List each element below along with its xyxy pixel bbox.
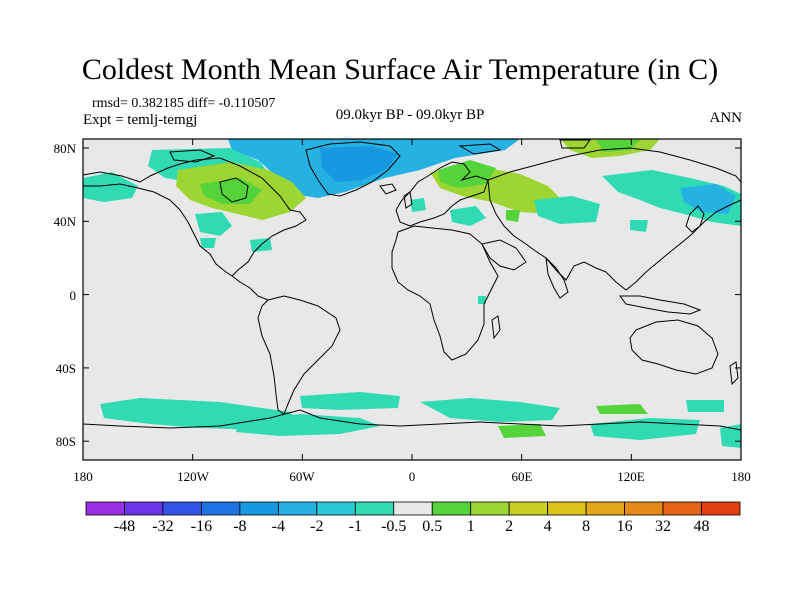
anomaly-region-scatter-5 — [506, 210, 520, 222]
anomaly-region-siberia-green-2 — [596, 140, 640, 152]
lat-label-0: 0 — [69, 288, 77, 303]
anomaly-region-central-asia-cyan — [534, 196, 600, 224]
anomaly-region-southern-ocean-4 — [236, 414, 380, 436]
anomaly-region-antarctic-3 — [498, 424, 546, 438]
anomaly-region-alaska-cyan — [83, 172, 138, 202]
anomaly-region-india-dot — [478, 296, 486, 304]
lon-label-60e: 60E — [511, 469, 533, 484]
lon-label-120w: 120W — [177, 469, 209, 484]
coastline-australia — [629, 319, 719, 375]
coastline-africa — [391, 225, 499, 361]
coastline-greenland — [305, 141, 401, 197]
anomaly-region-scatter-3 — [200, 238, 216, 248]
colorbar-swatch — [124, 501, 164, 516]
colorbar-swatch — [201, 501, 241, 516]
coastline-arabia — [481, 239, 527, 271]
anomaly-region-east-asia-blue — [680, 184, 736, 214]
colorbar-label: 1 — [466, 518, 475, 535]
axis-ticks — [82, 139, 742, 460]
colorbar-swatch — [85, 501, 125, 516]
anomaly-region-greenland-core — [320, 146, 398, 182]
time-period-label: 09.0kyr BP - 09.0kyr BP — [335, 107, 485, 123]
coastline-europe — [395, 161, 489, 227]
coastline-japan — [685, 205, 705, 233]
anomaly-region-mideast-cyan — [450, 206, 486, 226]
coastline-madagascar — [491, 315, 501, 340]
coastline-se-asia-islands — [619, 295, 702, 315]
colorbar-swatch — [239, 501, 279, 516]
coastline-asia — [487, 147, 742, 291]
colorbar-swatch — [354, 501, 395, 516]
colorbar-label: -0.5 — [381, 518, 407, 535]
lon-label-180w: 180 — [73, 469, 93, 484]
coastline-india — [545, 256, 569, 299]
colorbar-label: -1 — [348, 518, 362, 535]
colorbar-label: -4 — [271, 518, 285, 535]
colorbar-swatch — [624, 501, 664, 516]
colorbar-label: 8 — [582, 518, 591, 535]
colorbar-label: 0.5 — [422, 518, 443, 535]
colorbar-swatch — [508, 501, 549, 516]
lat-label-40n: 40N — [53, 214, 76, 229]
colorbar-swatch — [277, 501, 318, 516]
lat-label-80s: 80S — [55, 434, 76, 449]
colorbar — [85, 501, 741, 516]
lon-label-180e: 180 — [731, 469, 751, 484]
colorbar-label: -16 — [190, 518, 213, 535]
lat-label-40s: 40S — [55, 361, 76, 376]
coastline-north-america — [82, 157, 307, 277]
lon-label-60w: 60W — [289, 469, 315, 484]
anomaly-region-southern-ocean-2 — [300, 392, 400, 410]
coastline-hudson-bay — [219, 177, 249, 203]
lon-label-0: 0 — [408, 469, 416, 484]
coastline-new-zealand — [729, 361, 739, 386]
anomaly-region-scandinavia-green — [438, 160, 496, 188]
colorbar-swatch — [662, 501, 702, 516]
colorbar-label: 32 — [655, 518, 672, 535]
experiment-label: Expt = temlj-temgj — [83, 112, 198, 128]
coastlines — [82, 139, 742, 431]
coastline-uk — [403, 191, 413, 209]
colorbar-swatch — [162, 501, 202, 516]
colorbar-label: 2 — [505, 518, 514, 535]
lon-label-120e: 120E — [617, 469, 645, 484]
colorbar-swatch — [470, 501, 510, 516]
anomaly-region-southern-ocean-3 — [420, 398, 560, 422]
anomaly-region-scatter-2 — [630, 220, 648, 232]
colorbar-label: 16 — [616, 518, 633, 535]
coastline-iceland — [379, 183, 397, 195]
lat-label-80n: 80N — [53, 141, 76, 156]
anomaly-region-antarctic-5 — [686, 400, 724, 412]
colorbar-label: -48 — [113, 518, 136, 535]
colorbar-label: -8 — [233, 518, 247, 535]
season-label: ANN — [709, 110, 743, 126]
colorbar-label: 4 — [543, 518, 552, 535]
colorbar-swatch — [585, 501, 625, 516]
anomaly-region-scatter-1 — [410, 198, 426, 212]
coastline-south-america — [257, 295, 341, 415]
rmsd-diff-text: rmsd= 0.382185 diff= -0.110507 — [92, 96, 276, 111]
colorbar-swatch — [393, 501, 433, 516]
map-title: Coldest Month Mean Surface Air Temperatu… — [81, 53, 719, 86]
colorbar-label: -32 — [152, 518, 174, 535]
coastline-antarctica — [82, 409, 742, 431]
colorbar-label: -2 — [310, 518, 324, 535]
anomaly-region-antarctic-2 — [596, 404, 648, 414]
colorbar-swatch — [547, 501, 587, 516]
colorbar-label: 48 — [693, 518, 710, 535]
colorbar-swatch — [701, 501, 741, 516]
coastline-arctic-islands — [169, 139, 591, 163]
coastline-central-america — [231, 275, 269, 301]
anomaly-region-ne-pacific — [195, 212, 232, 236]
anomaly-region-antarctic-4 — [720, 424, 741, 448]
colorbar-swatch — [316, 501, 356, 516]
colorbar-swatch — [431, 501, 472, 516]
